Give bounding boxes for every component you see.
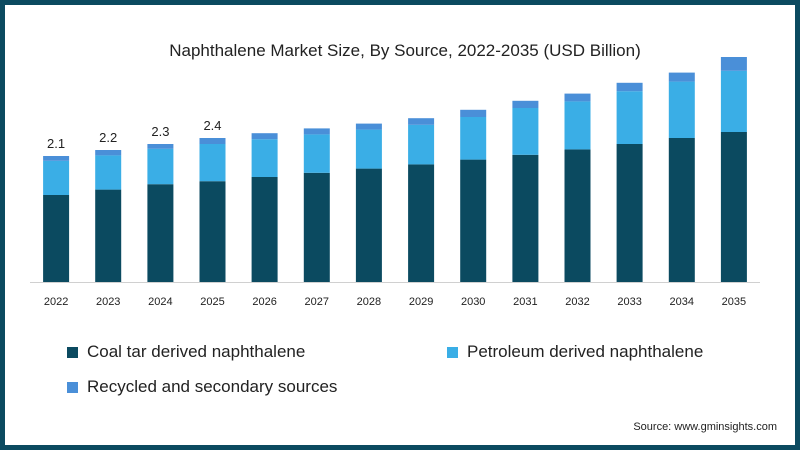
bar-segment-2024-series-1: [147, 148, 174, 185]
bar-segment-2028-series-0: [355, 168, 382, 282]
bar-segment-2027-series-0: [303, 172, 330, 282]
legend: Coal tar derived naphthalene Petroleum d…: [67, 342, 767, 412]
legend-label-coal-tar: Coal tar derived naphthalene: [87, 342, 306, 361]
x-tick-label-2023: 2023: [96, 296, 120, 308]
bar-segment-2028-series-1: [355, 129, 382, 169]
bar-segment-2022-series-2: [43, 156, 70, 161]
data-label-2023: 2.2: [99, 130, 117, 145]
bar-segment-2034-series-0: [668, 138, 695, 282]
bar-segment-2034-series-1: [668, 81, 695, 138]
x-tick-label-2025: 2025: [200, 296, 224, 308]
bar-segment-2022-series-1: [43, 160, 70, 195]
bar-segment-2031-series-1: [512, 108, 539, 155]
x-tick-label-2029: 2029: [409, 296, 433, 308]
bar-segment-2025-series-0: [199, 181, 226, 282]
x-tick-label-2032: 2032: [565, 296, 589, 308]
bar-segment-2030-series-0: [460, 159, 487, 282]
x-tick-label-2033: 2033: [617, 296, 641, 308]
bar-segment-2032-series-0: [564, 149, 591, 282]
stacked-bar-chart: 2.1 2022 2.2 2023 2.3 2024 2.4 2025 2026 2027 2028…: [30, 57, 760, 308]
bar-segment-2026-series-2: [251, 133, 278, 140]
bar-segment-2034-series-2: [668, 72, 695, 82]
source-credit: Source: www.gminsights.com: [633, 421, 777, 433]
bar-segment-2027-series-2: [303, 128, 330, 135]
legend-swatch-coal-tar: [67, 346, 78, 358]
x-tick-label-2022: 2022: [44, 296, 68, 308]
data-label-2022: 2.1: [47, 136, 65, 151]
bar-segment-2032-series-1: [564, 101, 591, 150]
x-tick-label-2027: 2027: [305, 296, 329, 308]
x-tick-label-2024: 2024: [148, 296, 172, 308]
bar-segment-2031-series-0: [512, 154, 539, 282]
bar-segment-2023-series-2: [95, 150, 122, 156]
x-tick-label-2028: 2028: [357, 296, 381, 308]
x-tick-label-2030: 2030: [461, 296, 485, 308]
bar-segment-2029-series-0: [408, 164, 435, 282]
bar-segment-2022-series-0: [43, 195, 70, 282]
legend-item-recycled: Recycled and secondary sources: [67, 377, 337, 397]
bar-segment-2026-series-0: [251, 177, 278, 282]
bar-segment-2033-series-1: [616, 91, 643, 144]
bar-segment-2026-series-1: [251, 139, 278, 177]
bar-segment-2027-series-1: [303, 134, 330, 173]
data-label-2025: 2.4: [203, 118, 221, 133]
bar-segment-2031-series-2: [512, 100, 539, 108]
chart-title: Naphthalene Market Size, By Source, 2022…: [169, 41, 641, 60]
legend-swatch-petroleum: [447, 346, 458, 358]
bar-segment-2024-series-0: [147, 184, 174, 282]
legend-swatch-recycled: [67, 381, 78, 393]
bar-segment-2035-series-1: [720, 70, 747, 132]
bar-segment-2028-series-2: [355, 123, 382, 130]
legend-label-petroleum: Petroleum derived naphthalene: [467, 342, 704, 361]
bar-segment-2024-series-2: [147, 144, 174, 149]
x-tick-label-2031: 2031: [513, 296, 537, 308]
bar-segment-2023-series-1: [95, 155, 122, 190]
bar-segment-2033-series-2: [616, 82, 643, 92]
data-label-2024: 2.3: [151, 124, 169, 139]
bar-segment-2033-series-0: [616, 144, 643, 282]
legend-item-coal-tar: Coal tar derived naphthalene: [67, 342, 305, 362]
bar-segment-2023-series-0: [95, 189, 122, 282]
bar-segment-2035-series-2: [720, 57, 747, 71]
bar-segment-2032-series-2: [564, 93, 591, 102]
x-tick-label-2026: 2026: [252, 296, 276, 308]
bar-segment-2025-series-2: [199, 138, 226, 144]
bar-segment-2029-series-1: [408, 124, 435, 165]
x-tick-label-2035: 2035: [722, 296, 746, 308]
bar-segment-2025-series-1: [199, 144, 226, 182]
bar-segment-2029-series-2: [408, 118, 435, 125]
bar-segment-2035-series-0: [720, 132, 747, 282]
legend-label-recycled: Recycled and secondary sources: [87, 377, 338, 396]
bar-segment-2030-series-1: [460, 117, 487, 160]
bar-segment-2030-series-2: [460, 109, 487, 117]
x-tick-label-2034: 2034: [670, 296, 694, 308]
legend-item-petroleum: Petroleum derived naphthalene: [447, 342, 703, 362]
